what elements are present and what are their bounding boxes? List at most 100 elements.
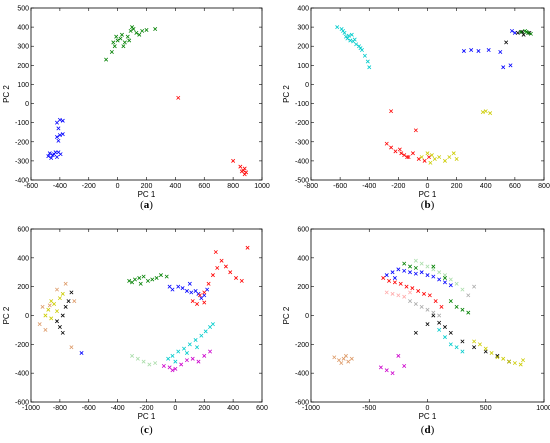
data-point	[410, 286, 415, 291]
data-point	[55, 287, 59, 292]
y-tick-label: -100	[295, 101, 309, 108]
y-tick-label: 400	[297, 6, 309, 13]
data-point	[125, 34, 130, 39]
y-tick-label: -400	[15, 371, 29, 378]
data-point	[176, 95, 181, 100]
data-point	[390, 270, 395, 275]
data-point	[402, 261, 407, 266]
data-point	[49, 156, 54, 161]
y-tick-label: -300	[295, 139, 309, 146]
data-point	[501, 65, 506, 70]
data-point	[145, 278, 150, 283]
data-point	[454, 281, 459, 286]
data-point	[439, 304, 444, 309]
data-point	[507, 359, 512, 364]
panel-caption: (d)	[421, 424, 435, 436]
data-point	[184, 358, 189, 363]
data-point	[431, 313, 436, 318]
data-point	[461, 49, 466, 53]
data-point	[442, 335, 447, 340]
data-point	[480, 110, 485, 115]
data-point	[55, 319, 59, 324]
data-point	[60, 330, 65, 335]
data-point	[112, 44, 117, 49]
data-point	[144, 27, 149, 32]
data-point	[509, 28, 514, 33]
caption-open: (	[421, 424, 425, 436]
x-tick-label: 600	[509, 183, 521, 190]
data-point	[437, 277, 442, 282]
x-tick-label: 200	[141, 183, 153, 190]
data-point	[193, 289, 198, 293]
data-point	[476, 49, 481, 53]
data-point	[242, 166, 247, 171]
data-point	[173, 359, 178, 364]
data-point	[245, 245, 250, 250]
data-point	[140, 28, 145, 33]
data-point	[416, 156, 421, 161]
data-point	[339, 361, 344, 366]
x-tick-label: -200	[391, 183, 405, 190]
x-tick-label: 400	[227, 405, 239, 412]
x-tick-label: -400	[362, 183, 376, 190]
data-point	[341, 28, 346, 33]
data-point	[141, 274, 146, 279]
x-tick-label: -200	[82, 183, 96, 190]
data-point	[118, 36, 123, 41]
data-point	[115, 38, 120, 43]
data-point	[239, 169, 244, 174]
data-point	[460, 307, 465, 312]
data-point	[153, 361, 158, 366]
x-tick-label: 400	[480, 183, 492, 190]
y-tick-label: 600	[17, 227, 29, 234]
data-point	[345, 36, 350, 41]
x-axis-label: PC 1	[419, 412, 437, 421]
x-tick-label: -400	[53, 183, 67, 190]
data-point	[199, 296, 204, 301]
scatter-panel-d: -1000 -500 0 500 1000 -600 -400 -200 0 200 400 600 P…	[282, 227, 550, 437]
panel-caption: (c)	[140, 424, 153, 436]
data-point	[208, 349, 213, 354]
data-point	[46, 307, 51, 312]
x-axis-label: PC 1	[138, 190, 156, 199]
data-point	[512, 361, 517, 366]
data-point	[472, 284, 477, 289]
data-point	[512, 30, 517, 35]
data-point	[167, 284, 172, 289]
y-tick-label: -200	[295, 342, 309, 349]
data-point	[46, 154, 51, 159]
data-point	[469, 48, 474, 53]
data-point	[521, 358, 526, 363]
data-point	[437, 270, 442, 275]
data-point	[346, 33, 351, 38]
data-point	[425, 151, 430, 156]
data-point	[419, 261, 424, 266]
data-point	[384, 368, 389, 373]
data-point	[176, 284, 181, 289]
data-point	[349, 32, 354, 37]
data-point	[472, 339, 477, 344]
data-point	[413, 271, 418, 276]
data-point	[384, 141, 389, 146]
data-point	[60, 132, 65, 137]
data-point	[447, 155, 452, 160]
data-point	[419, 304, 424, 309]
data-point	[442, 325, 447, 330]
data-point	[488, 111, 493, 116]
data-point	[55, 135, 59, 139]
data-point	[422, 291, 426, 296]
caption-letter: d	[424, 424, 430, 436]
data-point	[389, 109, 394, 114]
x-tick-label: 1000	[254, 183, 270, 190]
data-point	[114, 34, 119, 39]
data-point	[154, 276, 159, 280]
x-tick-label: 200	[451, 183, 463, 190]
data-point	[354, 42, 359, 47]
data-point	[130, 353, 135, 358]
data-point	[392, 280, 397, 285]
data-point	[404, 284, 409, 289]
data-point	[518, 29, 523, 34]
caption-letter: b	[424, 199, 430, 211]
data-point	[504, 40, 509, 45]
data-point	[55, 120, 59, 125]
